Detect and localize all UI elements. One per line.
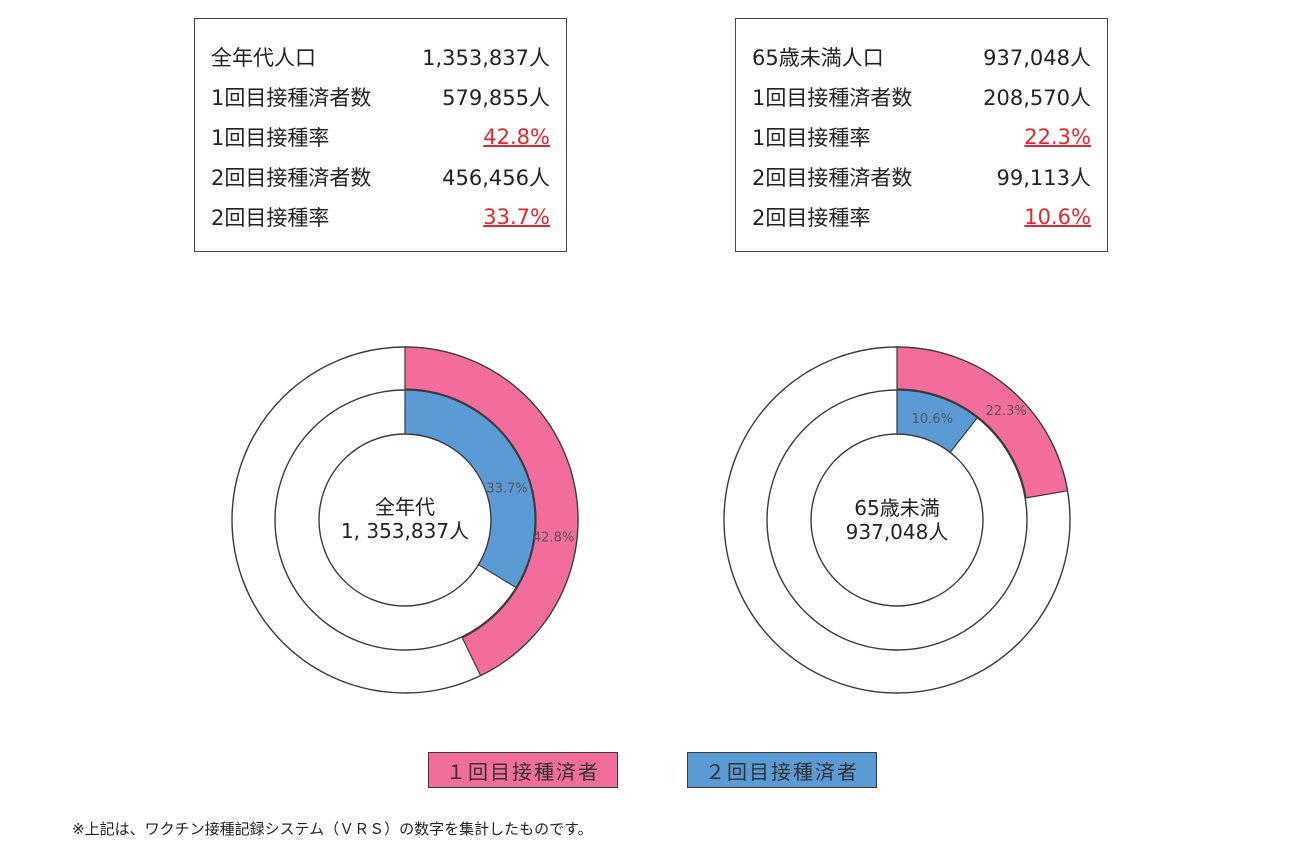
- center-label-line: 1, 353,837人: [340, 519, 470, 543]
- stat-label: 2回目接種済者数: [752, 166, 913, 190]
- center-label-line: 937,048人: [845, 520, 949, 544]
- stat-value: 579,855人: [442, 86, 550, 110]
- stat-row: 2回目接種済者数 456,456人: [211, 157, 550, 197]
- stat-rate-value: 22.3%: [1024, 125, 1091, 149]
- stat-label: 全年代人口: [211, 46, 316, 70]
- legend-label: １回目接種済者: [446, 759, 600, 784]
- donut-center-label-under-65: 65歳未満 937,048人: [797, 496, 997, 544]
- stat-rate-value: 33.7%: [483, 205, 550, 229]
- donut-center-label-all-ages: 全年代 1, 353,837人: [305, 495, 505, 543]
- center-label-line: 全年代: [375, 495, 435, 519]
- stat-label: 2回目接種率: [211, 206, 330, 230]
- data-label: 22.3%: [985, 404, 1026, 419]
- stat-label: 1回目接種済者数: [752, 86, 913, 110]
- stat-value: 937,048人: [983, 46, 1091, 70]
- stat-row: 1回目接種率 42.8%: [211, 117, 550, 157]
- stat-value: 1,353,837人: [422, 46, 550, 70]
- stat-rate-value: 42.8%: [483, 125, 550, 149]
- legend-first-dose: １回目接種済者: [428, 752, 618, 788]
- stat-row: 2回目接種済者数 99,113人: [752, 157, 1091, 197]
- donut-chart-under-65: 22.3% 10.6%: [723, 346, 1071, 694]
- second-dose-segment: [896, 389, 979, 454]
- stat-label: 1回目接種済者数: [211, 86, 372, 110]
- stat-label: 1回目接種率: [211, 126, 330, 150]
- stat-label: 65歳未満人口: [752, 46, 884, 70]
- stat-value: 99,113人: [996, 166, 1091, 190]
- legend-second-dose: ２回目接種済者: [687, 752, 877, 788]
- stat-value: 456,456人: [442, 166, 550, 190]
- stat-rate-value: 10.6%: [1024, 205, 1091, 229]
- second-dose-segment: [404, 389, 536, 589]
- data-label: 33.7%: [486, 482, 527, 497]
- first-dose-segment: [404, 346, 579, 677]
- data-label: 10.6%: [912, 412, 953, 427]
- stat-value: 208,570人: [983, 86, 1091, 110]
- stat-row: 1回目接種済者数 208,570人: [752, 77, 1091, 117]
- center-label-line: 65歳未満: [854, 496, 940, 520]
- stat-row: 1回目接種済者数 579,855人: [211, 77, 550, 117]
- stat-label: 2回目接種済者数: [211, 166, 372, 190]
- donut-chart-all-ages: 42.8% 33.7%: [231, 346, 579, 694]
- stat-label: 1回目接種率: [752, 126, 871, 150]
- footnote: ※上記は、ワクチン接種記録システム（ＶＲＳ）の数字を集計したものです。: [72, 820, 593, 838]
- stat-row: 全年代人口 1,353,837人: [211, 37, 550, 77]
- stat-row: 1回目接種率 22.3%: [752, 117, 1091, 157]
- data-label: 42.8%: [533, 530, 574, 545]
- stat-label: 2回目接種率: [752, 206, 871, 230]
- stat-row: 65歳未満人口 937,048人: [752, 37, 1091, 77]
- stat-row: 2回目接種率 10.6%: [752, 197, 1091, 237]
- first-dose-segment: [896, 346, 1069, 499]
- stat-row: 2回目接種率 33.7%: [211, 197, 550, 237]
- legend-label: ２回目接種済者: [705, 759, 859, 784]
- stats-box-under-65: 65歳未満人口 937,048人 1回目接種済者数 208,570人 1回目接種…: [735, 18, 1108, 252]
- stats-box-all-ages: 全年代人口 1,353,837人 1回目接種済者数 579,855人 1回目接種…: [194, 18, 567, 252]
